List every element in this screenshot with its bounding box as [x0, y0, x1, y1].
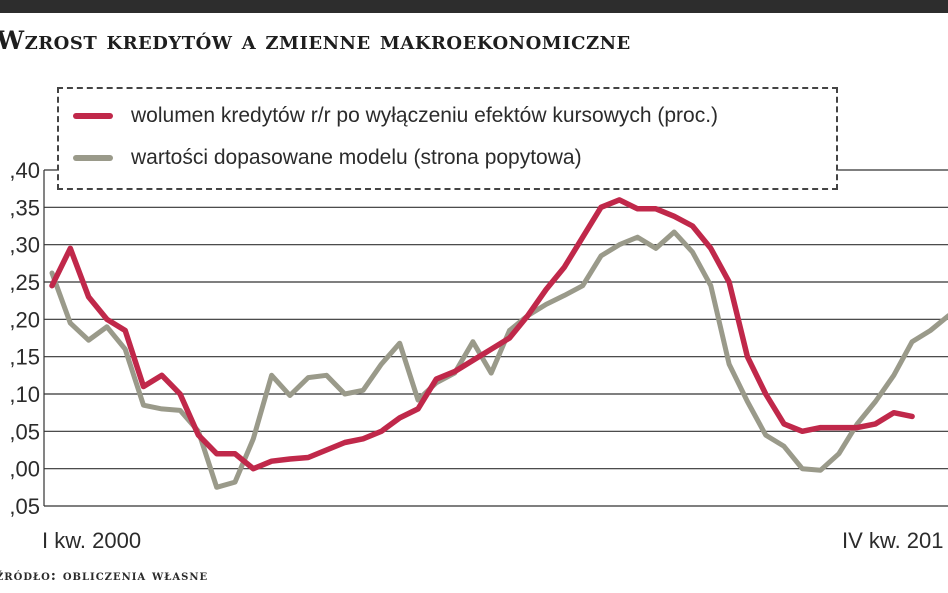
y-tick-label: ,05	[9, 419, 40, 444]
y-tick-label: ,15	[9, 345, 40, 370]
source-note: źródło: obliczenia własne	[0, 568, 209, 584]
legend-swatch-red	[73, 113, 113, 119]
y-tick-label: ,30	[9, 233, 40, 258]
y-tick-label: ,00	[9, 457, 40, 482]
legend-swatch-gray	[73, 155, 113, 161]
y-tick-label: ,40	[9, 158, 40, 183]
legend-label-red: wolumen kredytów r/r po wyłączeniu efekt…	[131, 104, 719, 127]
y-tick-label: ,10	[9, 382, 40, 407]
series-line-gray	[49, 229, 948, 490]
y-tick-label: ,35	[9, 195, 40, 220]
chart-title: Wzrost kredytów a zmienne makroekonomicz…	[0, 26, 631, 55]
y-tick-label: ,05	[9, 494, 40, 519]
legend-item-red: wolumen kredytów r/r po wyłączeniu efekt…	[73, 104, 718, 128]
legend-item-gray: wartości dopasowane modelu (strona popyt…	[73, 146, 582, 170]
legend-label-gray: wartości dopasowane modelu (strona popyt…	[131, 146, 582, 169]
top-bar	[0, 0, 948, 13]
x-tick-last: IV kw. 201	[842, 528, 944, 553]
y-tick-label: ,25	[9, 270, 40, 295]
chart-legend: wolumen kredytów r/r po wyłączeniu efekt…	[57, 87, 838, 190]
x-tick-first: I kw. 2000	[42, 528, 142, 553]
y-tick-label: ,20	[9, 307, 40, 332]
series-line-red	[49, 197, 915, 472]
